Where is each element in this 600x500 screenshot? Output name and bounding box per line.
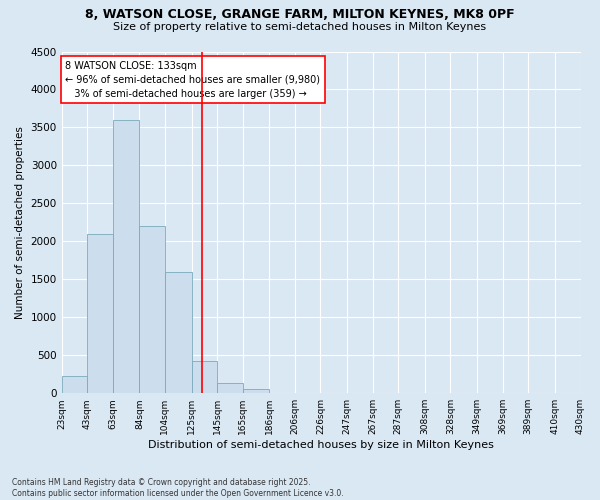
Y-axis label: Number of semi-detached properties: Number of semi-detached properties — [15, 126, 25, 319]
Bar — [87, 234, 113, 393]
Bar — [242, 390, 269, 393]
Bar — [139, 226, 165, 393]
Text: Size of property relative to semi-detached houses in Milton Keynes: Size of property relative to semi-detach… — [113, 22, 487, 32]
Bar — [191, 362, 217, 393]
Text: Contains HM Land Registry data © Crown copyright and database right 2025.
Contai: Contains HM Land Registry data © Crown c… — [12, 478, 344, 498]
Text: 8, WATSON CLOSE, GRANGE FARM, MILTON KEYNES, MK8 0PF: 8, WATSON CLOSE, GRANGE FARM, MILTON KEY… — [85, 8, 515, 20]
Bar — [113, 120, 139, 393]
Bar — [165, 272, 191, 393]
Bar — [62, 376, 87, 393]
X-axis label: Distribution of semi-detached houses by size in Milton Keynes: Distribution of semi-detached houses by … — [148, 440, 494, 450]
Bar — [217, 384, 242, 393]
Text: 8 WATSON CLOSE: 133sqm
← 96% of semi-detached houses are smaller (9,980)
   3% o: 8 WATSON CLOSE: 133sqm ← 96% of semi-det… — [65, 60, 320, 98]
